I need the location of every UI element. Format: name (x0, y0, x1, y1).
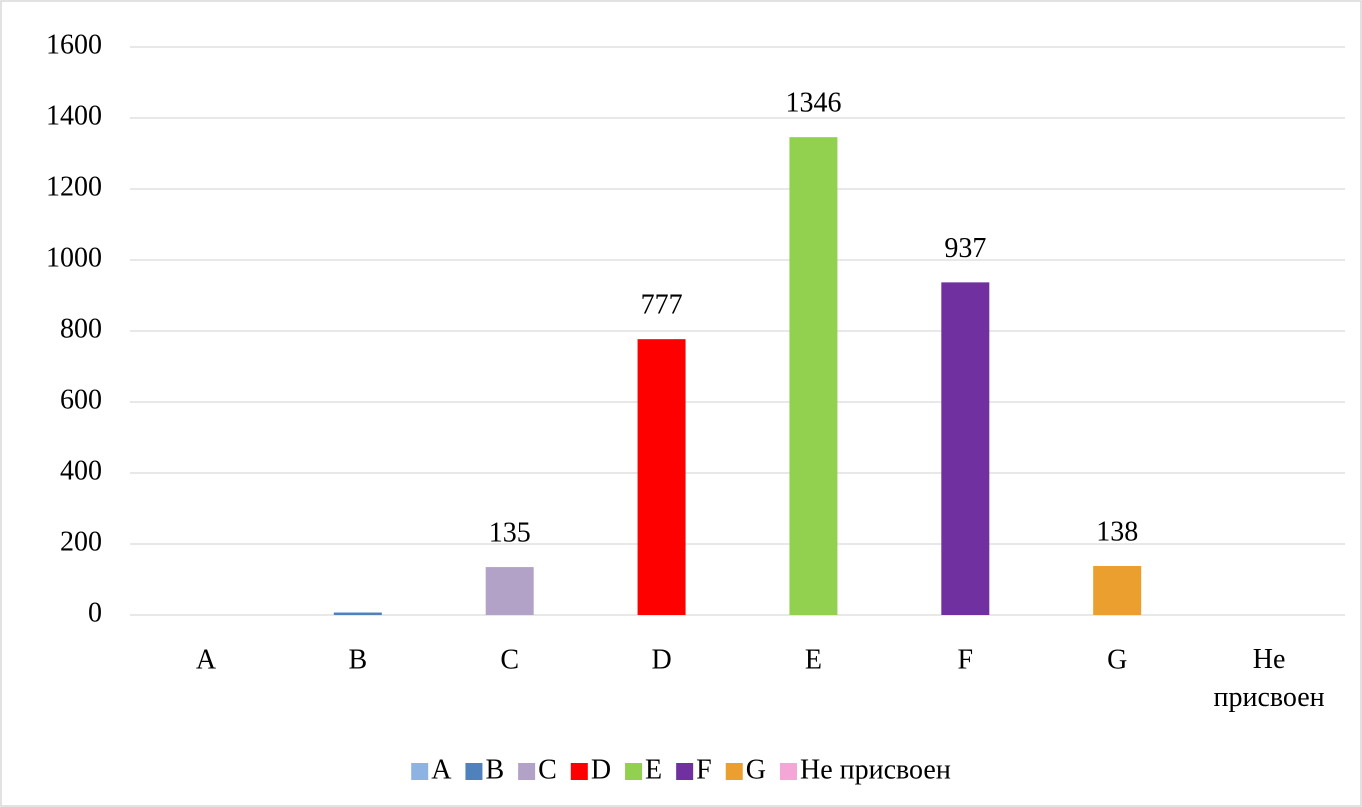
legend-swatch (676, 763, 694, 780)
x-tick-label: G (1107, 644, 1127, 675)
bar (1093, 566, 1142, 615)
legend-label: Не присвоен (800, 754, 951, 785)
y-tick-label: 800 (60, 313, 102, 344)
legend-swatch (570, 763, 588, 780)
legend-swatch (779, 763, 797, 780)
legend-label: E (645, 754, 662, 785)
x-tick-label: A (196, 644, 217, 675)
legend-label: A (431, 754, 452, 785)
bar (637, 339, 686, 615)
legend-swatch (725, 763, 743, 780)
x-tick-label: D (651, 644, 671, 675)
legend-label: G (746, 754, 766, 785)
x-tick-label-line: Не (1253, 644, 1286, 675)
data-label: 937 (944, 233, 986, 264)
legend-swatch (625, 763, 643, 780)
bar (333, 612, 382, 615)
legend-label: F (696, 754, 712, 785)
y-tick-label: 1000 (46, 242, 102, 273)
y-tick-label: 0 (88, 597, 102, 628)
bar (789, 137, 838, 616)
x-tick-label: Не присвоен (1213, 644, 1324, 713)
legend-label: B (485, 754, 504, 785)
y-tick-label: 600 (60, 384, 102, 415)
x-tick-label: B (348, 644, 367, 675)
y-tick-label: 400 (60, 455, 102, 486)
legend-label: C (538, 754, 557, 785)
y-tick-label: 200 (60, 526, 102, 557)
bar (941, 282, 990, 615)
x-tick-label-line: присвоен (1213, 682, 1324, 713)
legend-swatch (465, 763, 483, 780)
x-tick-label: C (500, 644, 519, 675)
legend-label: D (591, 754, 611, 785)
data-label: 138 (1096, 516, 1138, 547)
y-tick-label: 1600 (46, 29, 102, 60)
y-tick-label: 1200 (46, 171, 102, 202)
legend: A B C D E F G Не присвоен (411, 754, 951, 785)
data-label: 777 (641, 290, 683, 321)
bar (485, 567, 534, 615)
data-label: 1346 (785, 88, 841, 119)
y-tick-label: 1400 (46, 100, 102, 131)
x-tick-label: F (958, 644, 974, 675)
data-label: 135 (489, 517, 531, 548)
legend-swatch (518, 763, 536, 780)
legend-swatch (411, 763, 429, 780)
x-tick-label: E (805, 644, 822, 675)
